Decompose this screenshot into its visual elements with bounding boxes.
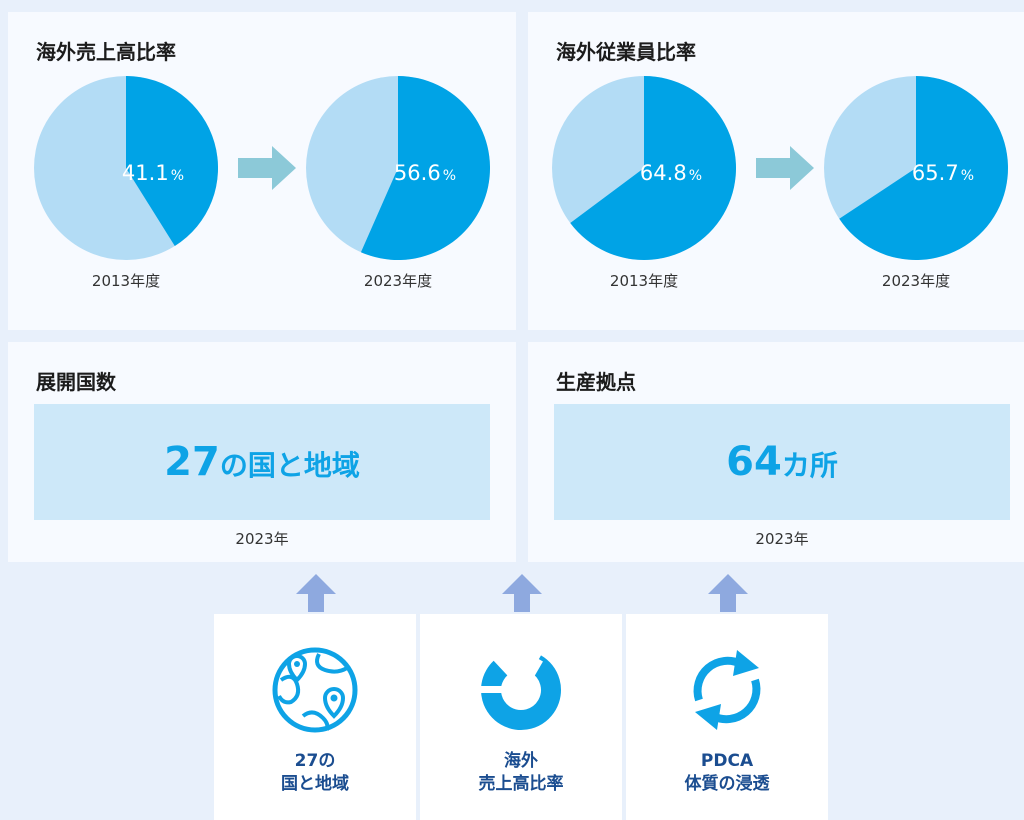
right-arrow-icon: [238, 146, 296, 190]
countries-icon-line2: 国と地域: [281, 774, 349, 794]
right-arrow-icon: [756, 146, 814, 190]
pie-slice-value: [570, 76, 736, 260]
pdca-icon-card: PDCA 体質の浸透: [626, 614, 828, 820]
pie-slice-value: [126, 76, 218, 246]
sales-ratio-title: 海外売上高比率: [36, 40, 176, 64]
sales-pie-2023: 56.6%: [306, 76, 490, 260]
pdca-icon-line1: PDCA: [700, 751, 754, 771]
sales-ratio-panel: 海外売上高比率 41.1% 2013年度 56.6% 2023年度: [8, 12, 516, 330]
countries-suffix: の国と地域: [219, 449, 360, 482]
employee-pie-2023: 65.7%: [824, 76, 1008, 260]
bases-suffix: カ所: [781, 449, 838, 482]
pie-slice-value: [839, 76, 1008, 260]
employee-pie-2023-label: 2023年度: [881, 272, 951, 290]
pie-value-label: 56.6%: [394, 161, 456, 185]
sales-pie-2023-label: 2023年度: [363, 272, 433, 290]
countries-stat-box: 27の国と地域: [34, 404, 490, 520]
bases-stat-box: 64カ所: [554, 404, 1010, 520]
pie-slice-value: [360, 76, 490, 260]
countries-panel: 展開国数 27の国と地域 2023年: [8, 342, 516, 562]
pie-value-unit: %: [171, 168, 184, 184]
up-arrow-icon: [502, 574, 542, 612]
employee-ratio-title: 海外従業員比率: [556, 40, 696, 64]
cycle-arrows-icon: [693, 650, 761, 730]
pie-value-label: 65.7%: [912, 161, 974, 185]
pie-value-unit: %: [961, 168, 974, 184]
countries-year: 2023年: [235, 530, 289, 548]
employee-pie-2013: 64.8%: [552, 76, 736, 260]
sales-icon-card: 海外 売上高比率: [420, 614, 622, 820]
pie-value-label: 41.1%: [122, 161, 184, 185]
up-arrow-icon: [708, 574, 748, 612]
sales-icon-line1: 海外: [504, 751, 538, 771]
up-arrow-icon: [296, 574, 336, 612]
pie-value-unit: %: [443, 168, 456, 184]
sales-icon-line2: 売上高比率: [478, 774, 564, 794]
pie-value-label: 64.8%: [640, 161, 702, 185]
employee-pie-2013-label: 2013年度: [609, 272, 679, 290]
pie-value-number: 41.1: [122, 161, 169, 185]
globe-pin-icon: [272, 647, 358, 733]
countries-title: 展開国数: [36, 370, 116, 394]
sales-pie-2013-label: 2013年度: [91, 272, 161, 290]
bases-title: 生産拠点: [556, 370, 636, 394]
sales-pie-2013: 41.1%: [34, 76, 218, 260]
bases-number: 64: [726, 439, 782, 485]
pdca-icon-line2: 体質の浸透: [684, 774, 770, 794]
pie-value-number: 56.6: [394, 161, 441, 185]
pie-value-number: 64.8: [640, 161, 687, 185]
ring-chart-icon: [479, 650, 561, 730]
countries-icon-card: 27の 国と地域: [214, 614, 416, 820]
countries-number: 27: [164, 439, 220, 485]
bases-year: 2023年: [755, 530, 809, 548]
countries-icon-line1: 27の: [294, 751, 336, 771]
bases-panel: 生産拠点 64カ所 2023年: [528, 342, 1024, 562]
pie-value-number: 65.7: [912, 161, 959, 185]
employee-ratio-panel: 海外従業員比率 64.8% 2013年度 65.7% 2023年度: [528, 12, 1024, 330]
pie-value-unit: %: [689, 168, 702, 184]
